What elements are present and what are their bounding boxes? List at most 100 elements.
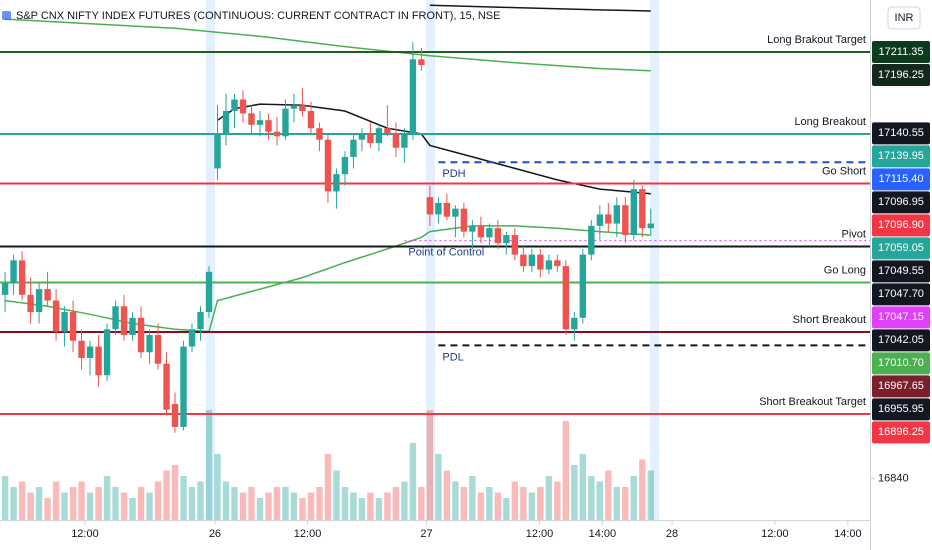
- price-badge-label: 17059.05: [878, 242, 924, 254]
- price-badge-label: 17115.40: [878, 173, 923, 185]
- candle-body: [112, 306, 119, 330]
- overlay-line: [5, 18, 651, 72]
- x-tick-label: 14:00: [834, 528, 862, 540]
- candle-body: [290, 105, 298, 109]
- candle-body: [401, 133, 408, 148]
- volume-bar: [520, 487, 527, 520]
- candle-body: [137, 317, 145, 353]
- candle-body: [571, 317, 578, 330]
- price-badge: [872, 352, 930, 375]
- volume-bar: [384, 492, 391, 520]
- volume-bar: [639, 459, 646, 520]
- volume-bar: [205, 410, 213, 520]
- volume-bar: [129, 498, 136, 520]
- candle-body: [503, 235, 510, 244]
- level-label: Short Breakout: [793, 314, 866, 326]
- level-label: PDL: [442, 351, 463, 363]
- candle-body: [418, 59, 425, 66]
- candle-body: [562, 266, 570, 330]
- volume-bar: [630, 476, 638, 520]
- volume-bar: [222, 481, 230, 520]
- symbol-icon: [2, 11, 11, 20]
- y-tick-label: 16840: [878, 473, 909, 485]
- candle-body: [78, 340, 85, 359]
- candle-layer: [1, 42, 655, 433]
- price-badge: [872, 306, 930, 329]
- price-badge: [872, 398, 930, 421]
- volume-bar: [647, 470, 655, 520]
- level-layer: Long Brakout Target Long Breakout PDH Go Sh…: [0, 34, 870, 416]
- volume-bar: [494, 492, 502, 520]
- candle-body: [622, 205, 629, 236]
- candle-body: [426, 197, 434, 215]
- candle-body: [61, 312, 68, 332]
- candle-body: [520, 254, 527, 267]
- volume-bar: [137, 487, 145, 520]
- volume-bar: [418, 487, 425, 520]
- candle-body: [231, 99, 238, 111]
- x-tick-label: 12:00: [294, 528, 322, 540]
- price-badge-label: 17047.15: [878, 311, 924, 323]
- candle-body: [222, 110, 230, 134]
- candle-body: [469, 225, 476, 232]
- price-badge: [872, 237, 930, 260]
- x-tick-label: 12:00: [526, 528, 554, 540]
- price-badge-label: 16896.25: [878, 426, 924, 438]
- currency-label[interactable]: INR: [895, 12, 914, 24]
- candle-body: [171, 403, 179, 427]
- candle-body: [613, 205, 621, 224]
- volume-bar: [443, 470, 451, 520]
- volume-bar: [188, 487, 196, 520]
- candle-body: [486, 228, 493, 238]
- volume-bar: [409, 443, 417, 520]
- volume-bar: [239, 492, 247, 520]
- candle-body: [367, 133, 374, 144]
- volume-bar: [545, 476, 553, 520]
- x-tick-label: 12:00: [71, 528, 99, 540]
- candle-body: [307, 110, 315, 129]
- volume-bar: [1, 476, 9, 520]
- volume-bar: [78, 481, 85, 520]
- currency-button[interactable]: [887, 6, 921, 30]
- candle-body: [265, 120, 272, 132]
- overlay-line: [429, 4, 651, 12]
- level-label: Point of Control: [408, 247, 484, 259]
- volume-bar: [622, 487, 629, 520]
- candle-body: [154, 335, 162, 364]
- volume-bar: [460, 487, 468, 520]
- candle-body: [375, 128, 383, 144]
- volume-bar: [605, 470, 612, 520]
- candle-body: [52, 300, 60, 332]
- candle-body: [341, 156, 349, 175]
- volume-bar: [537, 487, 544, 520]
- candle-body: [647, 223, 655, 229]
- candle-body: [27, 294, 34, 313]
- volume-bar: [426, 410, 434, 520]
- price-badge-label: 17211.35: [878, 46, 923, 58]
- candle-body: [95, 346, 102, 376]
- volume-bar: [146, 492, 153, 520]
- candle-body: [324, 139, 332, 192]
- price-badge-label: 17140.55: [878, 127, 924, 139]
- price-badge-label: 17139.95: [878, 150, 924, 162]
- candle-body: [639, 189, 646, 229]
- candle-body: [333, 174, 340, 192]
- volume-bar: [86, 492, 94, 520]
- price-badge: [872, 375, 930, 398]
- level-label: Pivot: [842, 228, 866, 240]
- candle-body: [605, 214, 612, 224]
- level-label: Long Breakout: [794, 116, 866, 128]
- candle-body: [350, 139, 357, 157]
- volume-bar: [248, 487, 255, 520]
- volume-bar: [401, 481, 408, 520]
- level-label: Short Breakout Target: [759, 396, 866, 408]
- price-badge-label: 17096.90: [878, 219, 924, 231]
- volume-bar: [27, 492, 34, 520]
- volume-bar: [596, 481, 604, 520]
- candle-body: [256, 120, 264, 125]
- candle-body: [86, 346, 94, 359]
- volume-bar: [256, 498, 264, 520]
- candle-body: [435, 202, 442, 215]
